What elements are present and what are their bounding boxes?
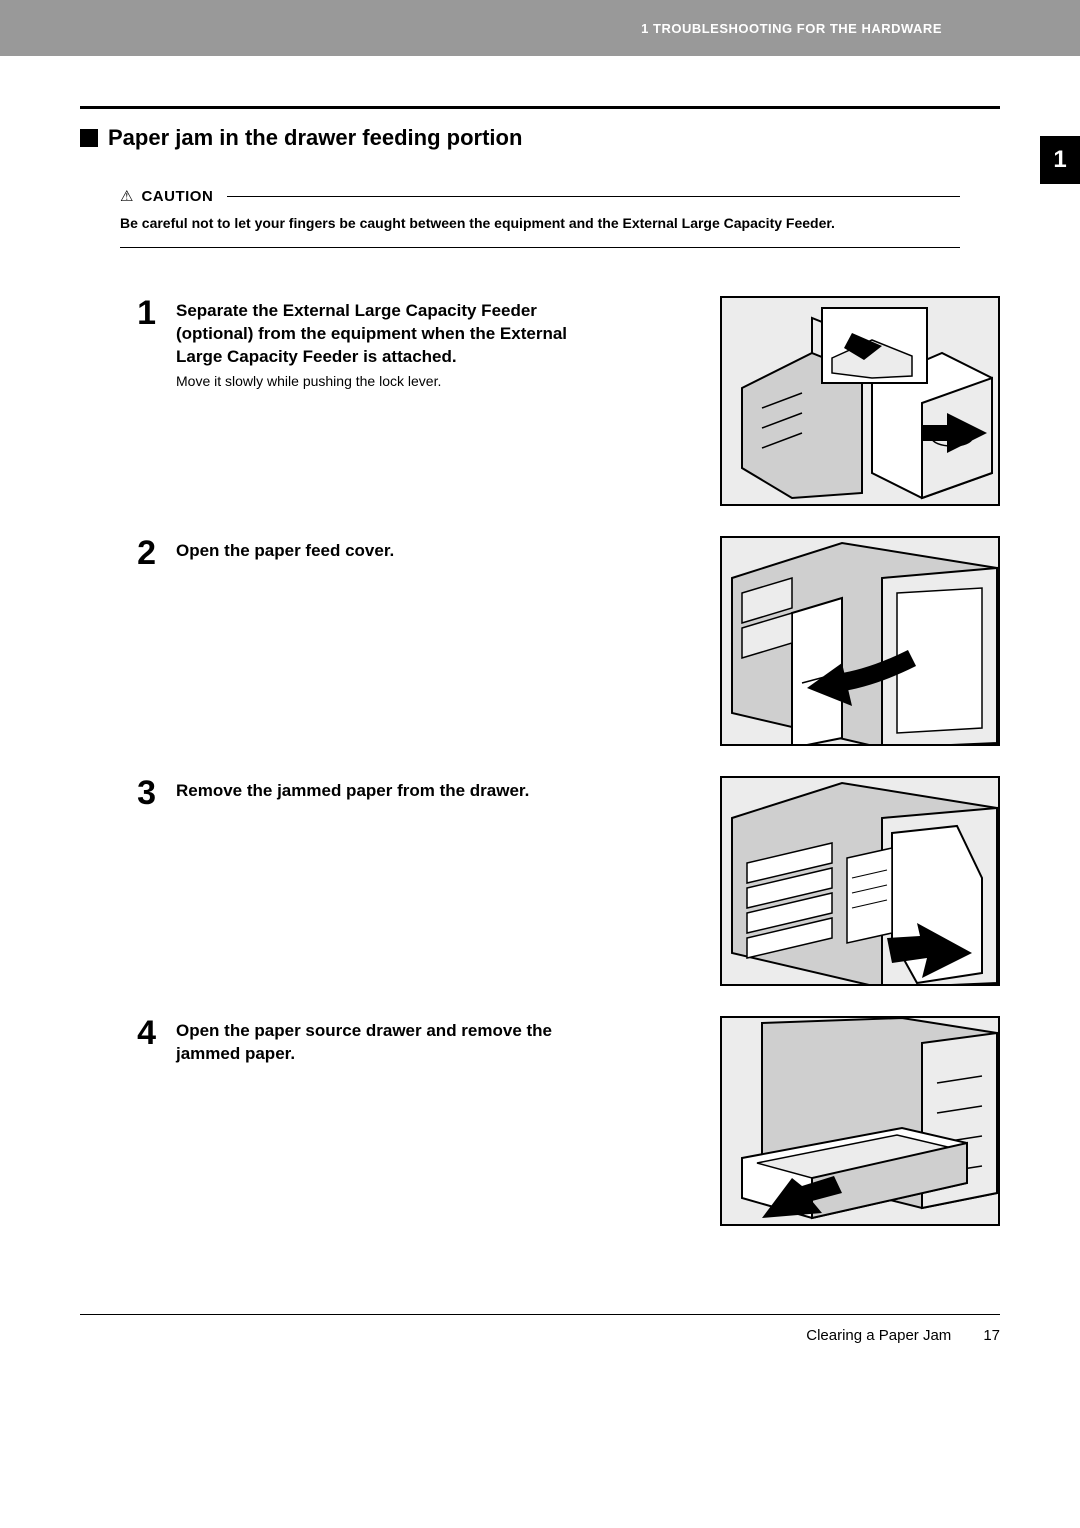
page-footer: Clearing a Paper Jam 17: [80, 1314, 1000, 1384]
printer-open-cover-icon: [722, 538, 1000, 746]
step-title: Open the paper source drawer and remove …: [176, 1020, 606, 1066]
square-bullet-icon: [80, 129, 98, 147]
steps-list: 1 Separate the External Large Capacity F…: [120, 296, 1000, 1226]
step-illustration: [720, 296, 1000, 506]
printer-open-drawer-icon: [722, 1018, 1000, 1226]
caution-block: ⚠ CAUTION Be careful not to let your fin…: [120, 187, 960, 248]
caution-text: Be careful not to let your fingers be ca…: [120, 215, 960, 231]
step: 1 Separate the External Large Capacity F…: [120, 296, 1000, 506]
section-title: Paper jam in the drawer feeding portion: [80, 125, 1000, 151]
step-title: Separate the External Large Capacity Fee…: [176, 300, 606, 369]
warning-icon: ⚠: [120, 187, 133, 205]
caution-label: CAUTION: [141, 188, 213, 205]
step-illustration: [720, 536, 1000, 746]
printer-remove-paper-icon: [722, 778, 1000, 986]
section-title-text: Paper jam in the drawer feeding portion: [108, 125, 522, 151]
section-top-rule: [80, 106, 1000, 109]
chapter-tab: 1: [1040, 136, 1080, 184]
page-number: 17: [983, 1327, 1000, 1344]
footer-label: Clearing a Paper Jam: [806, 1327, 951, 1344]
step-subtext: Move it slowly while pushing the lock le…: [176, 373, 700, 389]
step-number: 3: [120, 776, 156, 810]
caution-bottom-rule: [120, 247, 960, 248]
step-title: Open the paper feed cover.: [176, 540, 606, 563]
step: 2 Open the paper feed cover.: [120, 536, 1000, 746]
step-illustration: [720, 1016, 1000, 1226]
step-illustration: [720, 776, 1000, 986]
step-number: 1: [120, 296, 156, 330]
header-band: 1 TROUBLESHOOTING FOR THE HARDWARE: [0, 0, 1080, 56]
step-body: Remove the jammed paper from the drawer.: [176, 776, 700, 803]
printer-feeder-separate-icon: [722, 298, 1000, 506]
caution-header: ⚠ CAUTION: [120, 187, 960, 205]
step: 3 Remove the jammed paper from the drawe…: [120, 776, 1000, 986]
page-content: 1 Paper jam in the drawer feeding portio…: [0, 56, 1080, 1226]
step-number: 4: [120, 1016, 156, 1050]
step-number: 2: [120, 536, 156, 570]
chapter-number: 1: [1053, 146, 1066, 174]
step: 4 Open the paper source drawer and remov…: [120, 1016, 1000, 1226]
caution-header-rule: [227, 196, 960, 197]
step-title: Remove the jammed paper from the drawer.: [176, 780, 606, 803]
step-body: Separate the External Large Capacity Fee…: [176, 296, 700, 389]
step-body: Open the paper source drawer and remove …: [176, 1016, 700, 1066]
header-breadcrumb: 1 TROUBLESHOOTING FOR THE HARDWARE: [641, 21, 942, 36]
step-body: Open the paper feed cover.: [176, 536, 700, 563]
